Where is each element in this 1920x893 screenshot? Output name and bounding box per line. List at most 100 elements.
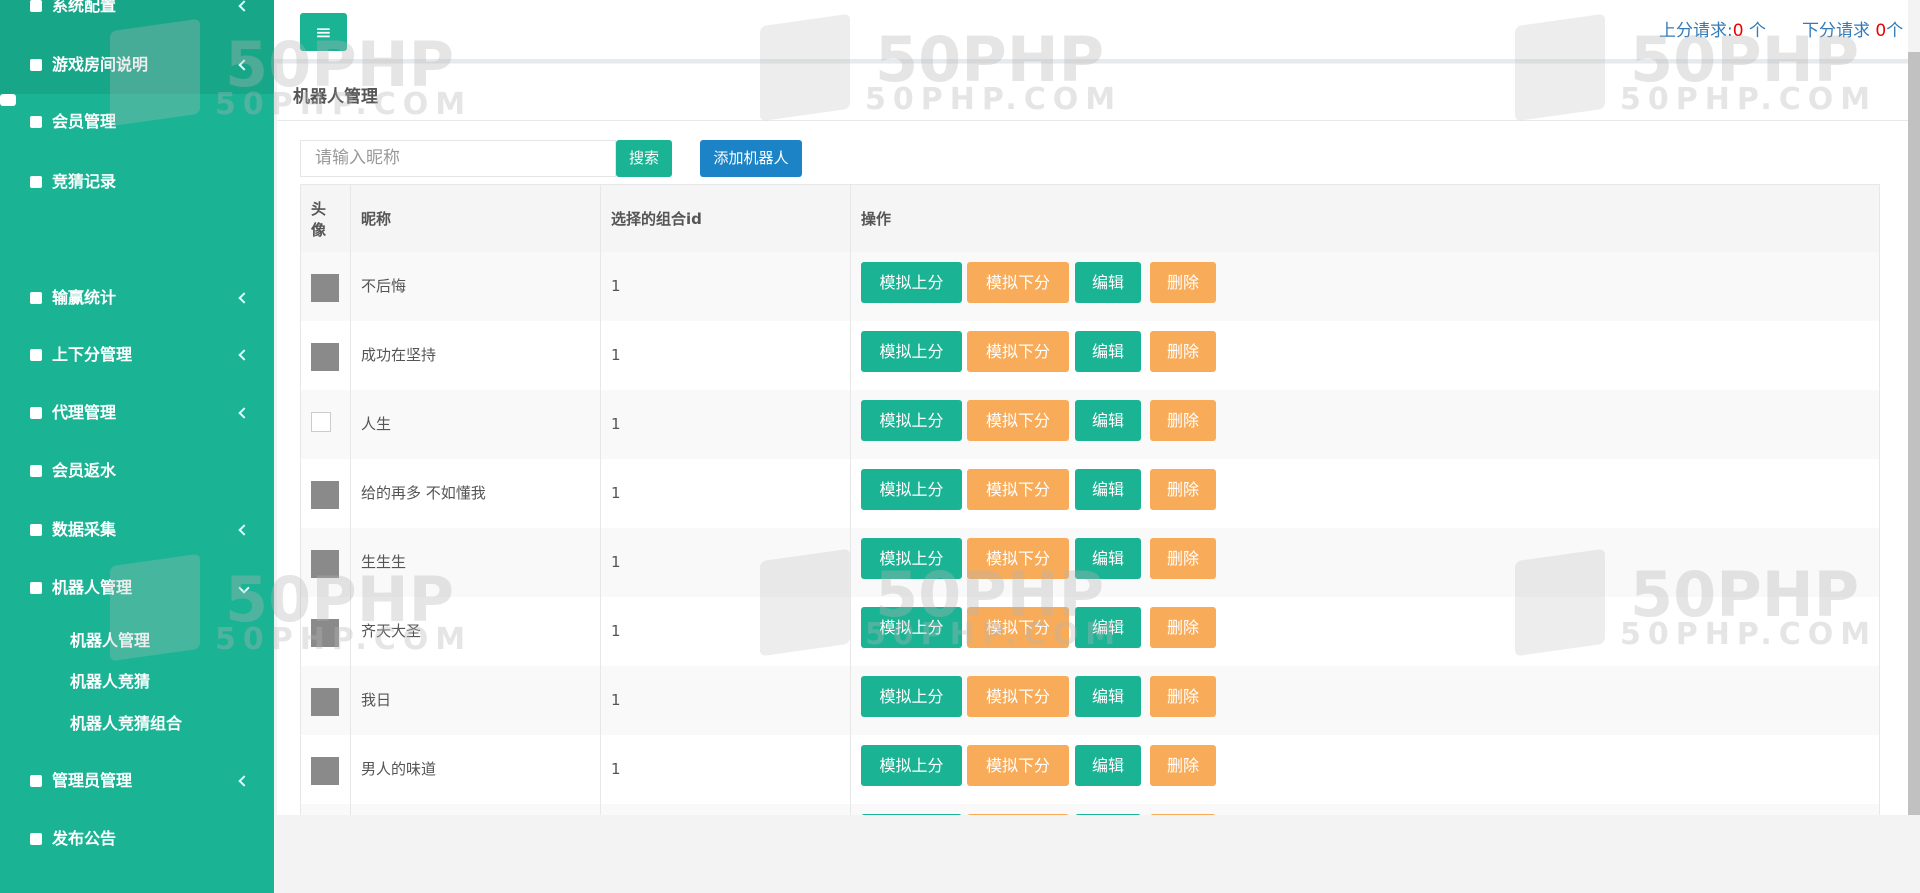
table-cell: 1	[601, 252, 851, 321]
action-button[interactable]: 模拟上分	[861, 676, 962, 717]
down-requests[interactable]: 下分请求 0个	[1802, 16, 1903, 41]
table-cell: 模拟上分 模拟下分 编辑 删除	[851, 390, 1879, 459]
action-button[interactable]: 编辑	[1075, 331, 1141, 372]
action-button[interactable]: 删除	[1150, 538, 1216, 579]
chevron	[238, 407, 250, 419]
table-cell	[601, 804, 851, 815]
top-bar: ≡ 上分请求:0 个 下分请求 0个	[274, 0, 1908, 63]
table-cell: 1	[601, 459, 851, 528]
action-button[interactable]: 编辑	[1075, 538, 1141, 579]
action-button[interactable]: 编辑	[1075, 745, 1141, 786]
table-row	[301, 804, 1879, 815]
avatar	[311, 412, 331, 432]
table-cell	[301, 735, 351, 804]
action-button[interactable]: 删除	[1150, 676, 1216, 717]
action-button[interactable]: 删除	[1150, 469, 1216, 510]
table-row: 男人的味道 1 模拟上分 模拟下分 编辑 删除	[301, 735, 1879, 805]
action-button[interactable]: 删除	[1150, 331, 1216, 372]
menu-label: 输赢统计	[52, 288, 117, 307]
icon	[30, 582, 42, 594]
action-button[interactable]: 模拟下分	[967, 262, 1069, 303]
action-button[interactable]: 模拟下分	[967, 676, 1069, 717]
header-cell: 头像	[301, 185, 351, 252]
unit: 个	[1748, 21, 1766, 41]
icon	[30, 292, 42, 304]
action-button[interactable]: 模拟上分	[861, 400, 962, 441]
submenu-item[interactable]: 机器人管理	[70, 631, 151, 650]
menu-item[interactable]: 上下分管理	[30, 345, 132, 365]
menu-item[interactable]: 管理员管理	[30, 771, 132, 791]
table-cell: 模拟上分 模拟下分 编辑 删除	[851, 252, 1879, 321]
action-button[interactable]: 删除	[1150, 262, 1216, 303]
avatar	[311, 550, 339, 578]
action-button[interactable]: 模拟上分	[861, 469, 962, 510]
menu-item[interactable]: 竞猜记录	[30, 172, 116, 192]
table-cell: 男人的味道	[351, 735, 601, 804]
action-button[interactable]: 删除	[1150, 400, 1216, 441]
avatar	[311, 481, 339, 509]
menu-item[interactable]: 输赢统计	[30, 288, 116, 308]
up-requests[interactable]: 上分请求:0 个	[1659, 16, 1766, 41]
menu-item[interactable]: 系统配置	[30, 0, 116, 16]
action-button[interactable]: 模拟上分	[861, 262, 962, 303]
search-input[interactable]: 请输入昵称	[300, 140, 616, 177]
action-button[interactable]	[861, 814, 962, 815]
chevron	[238, 775, 250, 787]
avatar	[311, 274, 339, 302]
action-button[interactable]: 模拟上分	[861, 607, 962, 648]
action-button[interactable]	[1150, 814, 1216, 815]
table-cell: 1	[601, 735, 851, 804]
header-cell: 选择的组合id	[601, 185, 851, 252]
table: 头像 昵称 选择的组合id 操作 不后悔 1 模拟上分 模拟下分 编辑 删除 成功在坚持 1 模拟上分模…	[300, 184, 1880, 815]
table-cell: 不后悔	[351, 252, 601, 321]
action-button[interactable]: 删除	[1150, 745, 1216, 786]
submenu-item[interactable]: 机器人竞猜组合	[70, 714, 183, 733]
action-button[interactable]: 模拟上分	[861, 331, 962, 372]
table-cell: 我日	[351, 666, 601, 735]
icon	[30, 0, 42, 12]
avatar	[311, 688, 339, 716]
action-button[interactable]: 编辑	[1075, 676, 1141, 717]
action-button[interactable]	[1075, 814, 1141, 815]
table-cell	[301, 528, 351, 597]
unit: 个	[1886, 21, 1904, 41]
action-button[interactable]: 模拟上分	[861, 745, 962, 786]
table-cell	[301, 666, 351, 735]
action-button[interactable]: 模拟下分	[967, 400, 1069, 441]
action-button[interactable]	[967, 814, 1069, 815]
add-button[interactable]: 添加机器人	[700, 140, 802, 177]
menu-item[interactable]: 机器人管理	[30, 578, 132, 598]
action-button[interactable]: 模拟下分	[967, 469, 1069, 510]
table-row: 我日 1 模拟上分 模拟下分 编辑 删除	[301, 666, 1879, 736]
table-cell: 模拟上分 模拟下分 编辑 删除	[851, 321, 1879, 390]
icon	[30, 775, 42, 787]
menu-item[interactable]: 会员返水	[30, 461, 116, 481]
icon	[30, 59, 42, 71]
table-cell	[301, 597, 351, 666]
label: 下分请求	[1802, 21, 1870, 41]
action-button[interactable]: 模拟上分	[861, 538, 962, 579]
menu-item[interactable]: 数据采集	[30, 520, 116, 540]
header-cell: 操作	[851, 185, 1879, 252]
action-button[interactable]: 删除	[1150, 607, 1216, 648]
menu-item[interactable]: 发布公告	[30, 829, 116, 849]
table-cell: 模拟上分 模拟下分 编辑 删除	[851, 459, 1879, 528]
menu-item[interactable]: 游戏房间说明	[30, 55, 148, 75]
menu-item[interactable]: 代理管理	[30, 403, 116, 423]
action-button[interactable]: 模拟下分	[967, 538, 1069, 579]
menu-label: 游戏房间说明	[52, 55, 149, 74]
action-button[interactable]: 模拟下分	[967, 745, 1069, 786]
action-button[interactable]: 编辑	[1075, 262, 1141, 303]
action-button[interactable]: 编辑	[1075, 607, 1141, 648]
table-cell: 模拟上分 模拟下分 编辑 删除	[851, 597, 1879, 666]
menu-toggle[interactable]: ≡	[300, 13, 347, 51]
menu-item[interactable]: 会员管理	[30, 112, 116, 132]
action-button[interactable]: 模拟下分	[967, 607, 1069, 648]
submenu-item[interactable]: 机器人竞猜	[70, 672, 151, 691]
action-button[interactable]: 编辑	[1075, 400, 1141, 441]
action-button[interactable]: 编辑	[1075, 469, 1141, 510]
action-button[interactable]: 模拟下分	[967, 331, 1069, 372]
icon	[30, 465, 42, 477]
search-button[interactable]: 搜索	[616, 140, 672, 177]
